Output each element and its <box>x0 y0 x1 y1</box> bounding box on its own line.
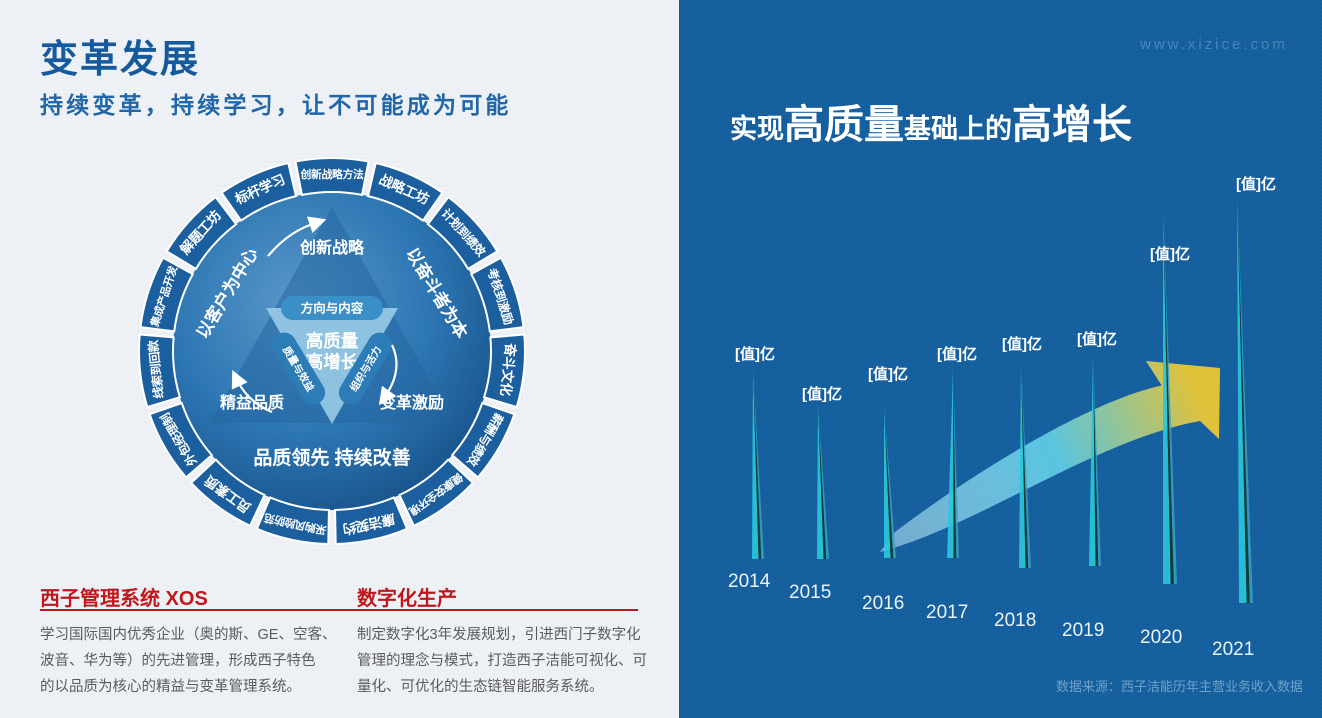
svg-text:变革激励: 变革激励 <box>380 393 444 412</box>
svg-text:品质领先 持续改善: 品质领先 持续改善 <box>253 446 410 469</box>
svg-text:创新战略: 创新战略 <box>299 238 365 257</box>
svg-text:精益品质: 精益品质 <box>220 393 284 412</box>
svg-text:方向与内容: 方向与内容 <box>301 301 364 316</box>
svg-text:创新战略方法: 创新战略方法 <box>300 167 364 181</box>
svg-text:高增长: 高增长 <box>306 352 359 372</box>
svg-text:高质量: 高质量 <box>306 331 359 351</box>
